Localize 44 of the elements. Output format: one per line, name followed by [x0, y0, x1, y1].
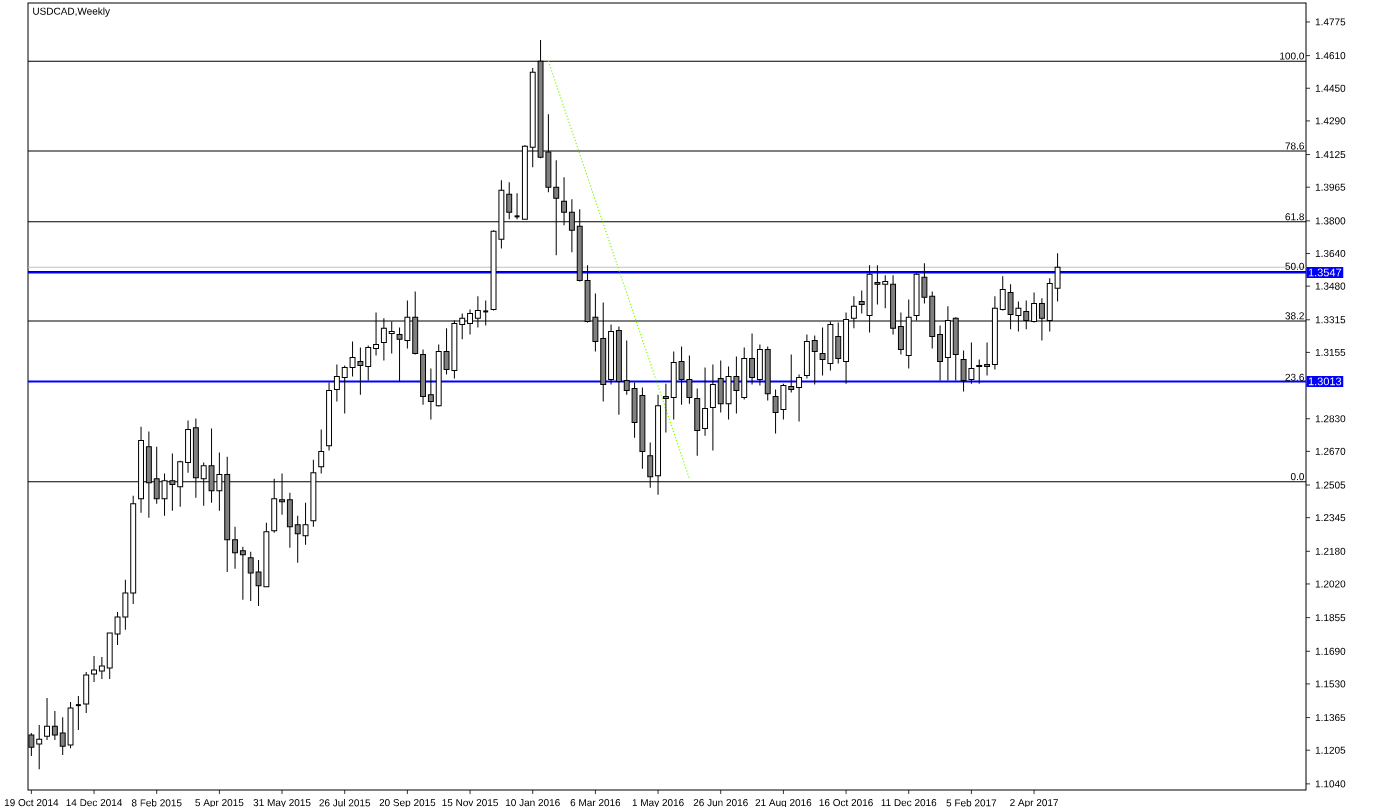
y-tick-label: 1.1205	[1315, 746, 1346, 754]
y-tick-label: 1.1690	[1315, 647, 1346, 655]
ref-line-label: 1.3013	[1308, 377, 1342, 386]
x-tick-label: 16 Oct 2016	[819, 799, 873, 807]
y-tick-label: 1.4610	[1315, 52, 1346, 60]
y-tick-label: 1.3640	[1315, 249, 1346, 258]
x-tick-label: 26 Jun 2016	[693, 799, 748, 807]
chart-title: USDCAD,Weekly	[33, 7, 110, 17]
x-tick-label: 10 Jan 2016	[505, 799, 560, 807]
x-tick-label: 19 Oct 2014	[4, 799, 59, 807]
x-tick-label: 15 Nov 2015	[442, 799, 498, 807]
y-tick-label: 1.4290	[1315, 117, 1346, 125]
x-tick-label: 26 Jul 2015	[319, 799, 371, 807]
annotation: 38.2	[1285, 312, 1304, 320]
x-tick-label: 5 Feb 2017	[946, 799, 997, 807]
y-tick-label: 1.3155	[1315, 348, 1346, 356]
y-tick-label: 1.4125	[1315, 151, 1346, 159]
ref-line-label: 1.3547	[1308, 268, 1342, 277]
y-tick-label: 1.2670	[1315, 447, 1346, 455]
y-tick-label: 1.3965	[1315, 183, 1346, 191]
y-tick-label: 1.2830	[1315, 415, 1346, 423]
annotation: 100.0	[1280, 52, 1305, 60]
x-tick-label: 14 Dec 2014	[66, 799, 123, 807]
annotation: 23.6	[1285, 373, 1304, 381]
y-tick-label: 1.3480	[1315, 282, 1346, 290]
annotation: 78.6	[1285, 142, 1304, 150]
annotation: 61.8	[1285, 213, 1304, 221]
y-tick-label: 1.2020	[1315, 580, 1346, 588]
x-tick-label: 6 Mar 2016	[570, 799, 621, 807]
y-tick-label: 1.1365	[1315, 714, 1346, 722]
annotation: 0.0	[1290, 473, 1305, 481]
y-tick-label: 1.3315	[1315, 316, 1346, 324]
x-tick-label: 11 Dec 2016	[881, 799, 937, 807]
y-tick-label: 1.3800	[1315, 217, 1346, 225]
y-tick-label: 1.1040	[1315, 780, 1346, 788]
y-tick-label: 1.4775	[1315, 18, 1346, 26]
y-tick-label: 1.2345	[1315, 514, 1346, 522]
x-tick-label: 8 Feb 2015	[131, 799, 182, 807]
y-tick-label: 1.1855	[1315, 614, 1346, 622]
annotation: 50.0	[1285, 262, 1305, 270]
y-tick-label: 1.2180	[1315, 547, 1346, 555]
y-tick-label: 1.2505	[1315, 481, 1346, 489]
y-tick-label: 1.1530	[1315, 680, 1346, 688]
y-tick-label: 1.4450	[1315, 84, 1346, 92]
